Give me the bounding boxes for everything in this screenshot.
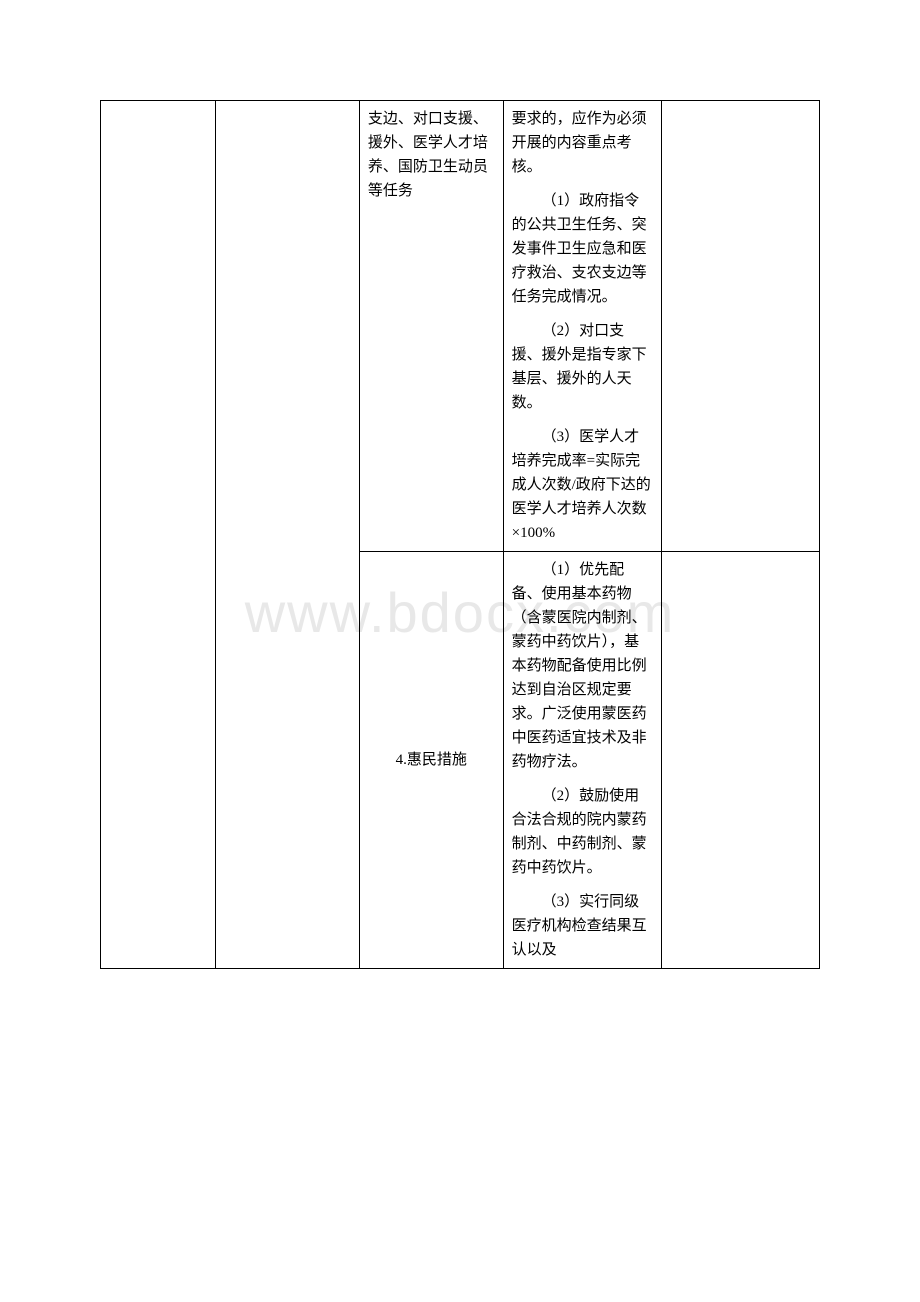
cell-col5-row1 [661, 101, 819, 552]
cell-col1 [101, 101, 216, 969]
cell-col5-row2 [661, 552, 819, 969]
paragraph: 要求的，应作为必须开展的内容重点考核。 [512, 107, 653, 179]
cell-col4-row1: 要求的，应作为必须开展的内容重点考核。 （1）政府指令的公共卫生任务、突发事件卫… [503, 101, 661, 552]
document-table: 支边、对口支援、援外、医学人才培养、国防卫生动员等任务 要求的，应作为必须开展的… [100, 100, 820, 969]
paragraph: （2）对口支援、援外是指专家下基层、援外的人天数。 [512, 319, 653, 415]
table-row: 支边、对口支援、援外、医学人才培养、国防卫生动员等任务 要求的，应作为必须开展的… [101, 101, 820, 552]
paragraph: （1）优先配备、使用基本药物（含蒙医院内制剂、蒙药中药饮片），基本药物配备使用比… [512, 558, 653, 774]
paragraph: （2）鼓励使用合法合规的院内蒙药制剂、中药制剂、蒙药中药饮片。 [512, 784, 653, 880]
paragraph: （1）政府指令的公共卫生任务、突发事件卫生应急和医疗救治、支农支边等任务完成情况… [512, 189, 653, 309]
paragraph: （3）实行同级医疗机构检查结果互认以及 [512, 890, 653, 962]
cell-col3-row1: 支边、对口支援、援外、医学人才培养、国防卫生动员等任务 [359, 101, 503, 552]
paragraph: （3）医学人才培养完成率=实际完成人次数/政府下达的医学人才培养人次数×100% [512, 425, 653, 545]
cell-col4-row2: （1）优先配备、使用基本药物（含蒙医院内制剂、蒙药中药饮片），基本药物配备使用比… [503, 552, 661, 969]
cell-col2 [216, 101, 360, 969]
cell-col3-row2: 4.惠民措施 [359, 552, 503, 969]
document-table-wrapper: 支边、对口支援、援外、医学人才培养、国防卫生动员等任务 要求的，应作为必须开展的… [100, 100, 820, 969]
